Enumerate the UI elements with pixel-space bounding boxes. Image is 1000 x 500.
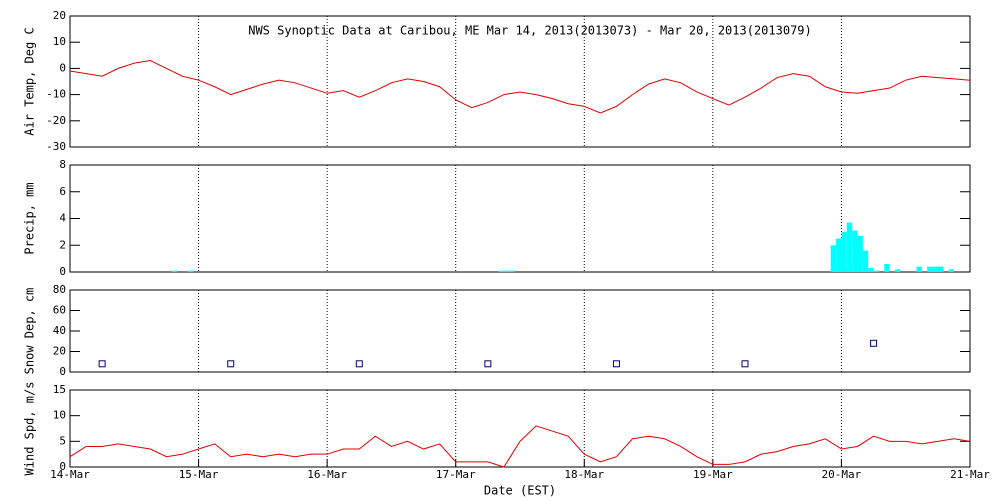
y-tick-label: 20 [53,9,66,22]
bar [868,267,874,272]
bar [509,270,515,272]
plot-frame [69,389,971,468]
bar [857,235,863,272]
y-axis-label: Precip, mm [23,182,37,254]
y-tick-label: 80 [53,283,66,296]
y-tick-label: 0 [59,365,66,378]
bar [503,270,510,272]
x-axis-label: Date (EST) [484,484,556,498]
x-tick-label: 17-Mar [436,468,476,481]
x-tick-label: 14-Mar [50,468,90,481]
y-tick-label: -20 [46,114,66,127]
bar [932,266,938,272]
y-tick-label: 15 [53,383,66,396]
y-tick-label: 5 [59,434,66,447]
x-tick-label: 19-Mar [693,468,733,481]
bar [836,238,842,272]
bar [830,245,837,272]
bar [841,231,847,272]
y-axis-label: Snow Dep, cm [23,288,37,375]
point [98,360,106,368]
point [870,339,878,347]
y-tick-label: 10 [53,35,66,48]
point [612,360,620,368]
bar [498,270,504,272]
bar [937,266,944,272]
bar [873,270,879,272]
bar [948,269,954,272]
y-tick-label: 20 [53,345,66,358]
bar [862,250,869,272]
chart-title: NWS Synoptic Data at Caribou, ME Mar 14,… [248,24,812,38]
point [355,360,363,368]
point [484,360,492,368]
y-axis-label: Wind Spd, m/s [23,382,37,476]
y-tick-label: 0 [59,265,66,278]
bar [187,270,194,272]
y-tick-label: 4 [59,212,66,225]
plot-frame [69,289,971,373]
y-tick-label: -10 [46,88,66,101]
y-tick-label: -30 [46,140,66,153]
y-tick-label: 2 [59,238,66,251]
y-tick-label: 40 [53,324,66,337]
x-tick-label: 15-Mar [179,468,219,481]
bar [916,266,922,272]
y-tick-label: 0 [59,61,66,74]
y-tick-label: 8 [59,158,66,171]
y-tick-label: 6 [59,185,66,198]
x-tick-label: 21-Mar [950,468,990,481]
bar [852,230,858,272]
plot-frame [69,15,971,148]
y-tick-label: 10 [53,409,66,422]
bar [884,263,890,272]
bar [927,266,933,272]
y-tick-label: 60 [53,304,66,317]
x-tick-label: 18-Mar [564,468,604,481]
data-line [69,60,971,114]
point [741,360,749,368]
data-line [69,425,971,468]
bar [171,270,178,272]
x-tick-label: 20-Mar [822,468,862,481]
x-tick-label: 16-Mar [307,468,347,481]
y-tick-label: 0 [59,460,66,473]
bar [846,222,853,272]
bar [895,269,901,272]
y-axis-label: Air Temp, Deg C [23,27,37,135]
point [227,360,235,368]
